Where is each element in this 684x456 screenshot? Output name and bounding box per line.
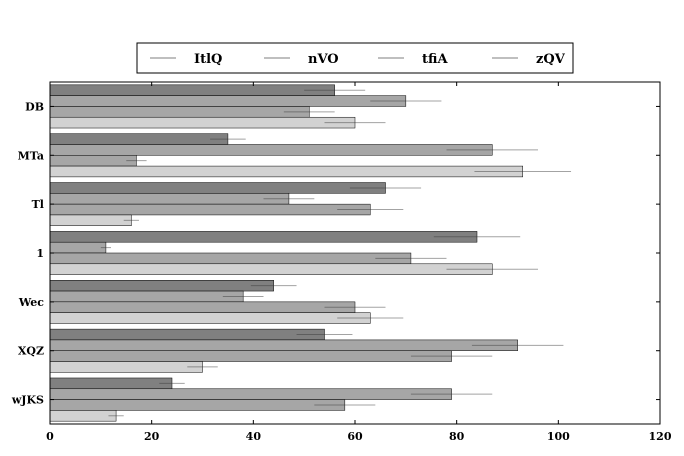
x-tick-label: 20 [144,430,160,443]
bar-zQV-XQZ [49,361,203,373]
x-tick-label: 80 [449,430,465,443]
bars-group [49,84,523,422]
bar-zQV-1 [49,263,493,275]
bar-tfiA-Wec [49,301,356,313]
y-tick-label: XQZ [18,345,44,358]
bar-tfiA-wJKS [49,399,346,411]
bar-ItlQ-XQZ [49,328,325,341]
bar-ItlQ-Tl [49,182,386,194]
errorbars-group [100,89,572,417]
legend-label-nVO: nVO [308,52,339,67]
bar-tfiA-1 [49,252,412,265]
bar-zQV-MTa [49,165,523,178]
bar-ItlQ-wJKS [49,377,173,390]
legend-label-tfiA: tfiA [422,52,448,67]
y-tick-label: DB [25,100,44,113]
bar-tfiA-Tl [49,203,371,216]
bar-ItlQ-DB [49,84,335,96]
bar-zQV-Tl [49,214,132,226]
bar-ItlQ-1 [49,231,478,243]
x-tick-label: 120 [649,430,672,443]
bar-nVO-1 [49,241,107,254]
bar-nVO-DB [49,95,407,107]
bar-tfiA-MTa [49,155,137,167]
x-tick-label: 60 [347,430,363,443]
y-tick-label: 1 [36,247,44,260]
legend: ItlQ nVO tfiA zQV [136,42,574,74]
y-tick-label: Wec [18,296,44,309]
y-tick-label: Tl [32,198,44,211]
bar-nVO-Tl [49,193,290,205]
bar-nVO-MTa [49,144,493,156]
legend-label-zQV: zQV [536,52,566,67]
legend-label-ItlQ: ItlQ [194,52,222,67]
x-tick-label: 40 [246,430,262,443]
x-ticks-group: 0 20 40 60 80 100 120 [46,82,672,443]
x-tick-label: 0 [46,430,54,443]
bar-ItlQ-MTa [49,133,229,145]
x-tick-label: 100 [547,430,570,443]
bar-tfiA-DB [49,106,310,118]
y-tick-label: MTa [18,149,44,162]
bar-nVO-Wec [49,290,244,303]
bar-ItlQ-Wec [49,280,274,292]
bar-tfiA-XQZ [49,350,452,362]
bar-zQV-wJKS [49,410,117,422]
bar-nVO-wJKS [49,388,452,400]
bar-zQV-Wec [49,312,371,324]
y-ticks-group: DB MTa Tl 1 Wec XQZ wJKS [11,100,660,407]
bar-zQV-DB [49,116,356,129]
y-tick-label: wJKS [11,394,44,407]
bar-nVO-XQZ [49,339,518,351]
